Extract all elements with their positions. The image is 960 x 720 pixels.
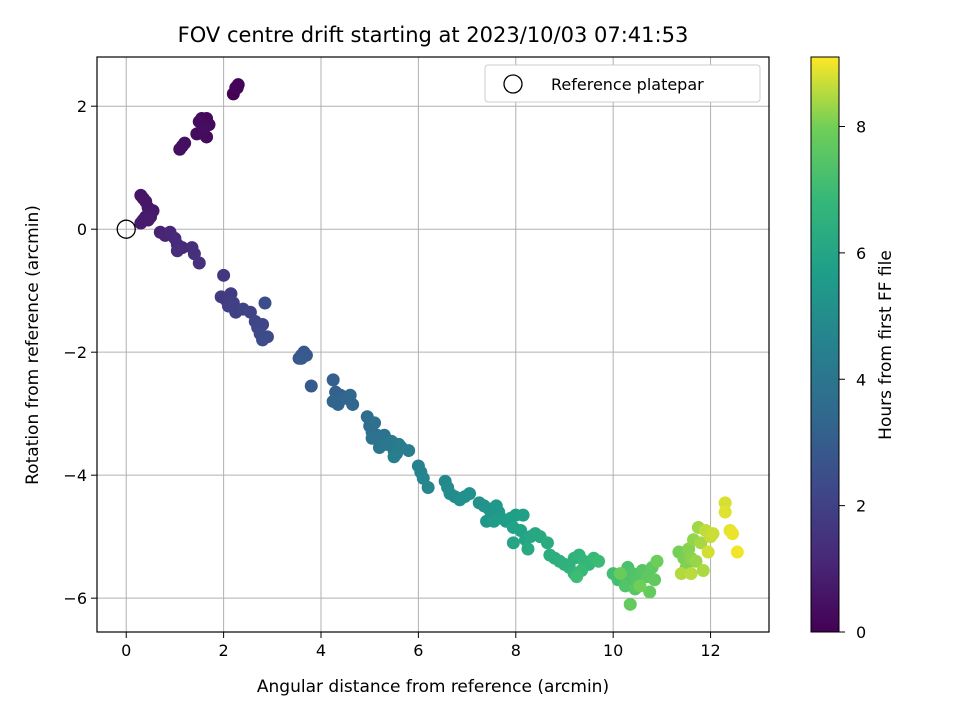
data-point xyxy=(463,487,477,501)
data-point xyxy=(192,256,206,270)
colorbar-tick-label: 8 xyxy=(856,118,866,137)
legend-marker-icon xyxy=(503,74,523,94)
x-axis-ticks: 0 2 4 6 8 10 12 xyxy=(121,632,721,660)
data-point xyxy=(696,564,710,578)
legend: Reference platepar xyxy=(484,64,761,103)
data-point xyxy=(623,597,637,611)
colorbar-tick-label: 6 xyxy=(856,244,866,263)
colorbar-label: Hours from first FF file xyxy=(876,250,896,440)
data-point xyxy=(701,545,715,559)
x-tick-label: 6 xyxy=(413,641,423,660)
data-point xyxy=(256,333,270,347)
data-point xyxy=(304,379,318,393)
data-point xyxy=(170,244,184,258)
x-tick-label: 8 xyxy=(511,641,521,660)
chart-title: FOV centre drift starting at 2023/10/03 … xyxy=(178,23,689,47)
data-point xyxy=(368,416,382,430)
data-point xyxy=(730,545,744,559)
data-point xyxy=(643,585,657,599)
data-point xyxy=(650,554,664,568)
data-point xyxy=(326,373,340,387)
data-points xyxy=(134,78,744,611)
data-point xyxy=(718,496,732,510)
data-point xyxy=(516,508,530,522)
plot-frame xyxy=(96,56,770,633)
data-point xyxy=(387,450,401,464)
data-point xyxy=(421,480,435,494)
data-point xyxy=(592,554,606,568)
y-tick-label: 0 xyxy=(77,220,87,239)
data-point xyxy=(487,514,501,528)
data-point xyxy=(295,351,309,365)
data-point xyxy=(402,444,416,458)
grid-lines xyxy=(97,57,769,632)
data-point xyxy=(648,573,662,587)
y-tick-label: −6 xyxy=(63,589,87,608)
colorbar: 0 2 4 6 8 Hours from first FF file xyxy=(810,56,896,642)
data-point xyxy=(346,397,360,411)
data-point xyxy=(258,296,272,310)
data-point xyxy=(230,81,244,95)
data-point xyxy=(718,505,732,519)
y-axis-label: Rotation from reference (arcmin) xyxy=(23,205,43,485)
x-tick-label: 2 xyxy=(219,641,229,660)
y-axis-ticks: 2 0 −2 −4 −6 xyxy=(63,97,97,608)
colorbar-tick-label: 0 xyxy=(856,623,866,642)
data-point xyxy=(217,268,231,282)
colorbar-gradient xyxy=(810,56,840,633)
x-axis-label: Angular distance from reference (arcmin) xyxy=(257,677,609,697)
data-point xyxy=(613,567,627,581)
data-point xyxy=(540,536,554,550)
data-point xyxy=(506,536,520,550)
colorbar-ticks: 0 2 4 6 8 xyxy=(839,118,866,642)
data-point xyxy=(706,527,720,541)
y-tick-label: 2 xyxy=(77,97,87,116)
x-tick-label: 0 xyxy=(121,641,131,660)
data-point xyxy=(694,536,708,550)
data-point xyxy=(633,579,647,593)
x-tick-label: 10 xyxy=(603,641,623,660)
data-point xyxy=(178,136,192,150)
data-point xyxy=(197,121,211,135)
colorbar-tick-label: 4 xyxy=(856,370,866,389)
data-point xyxy=(725,527,739,541)
data-point xyxy=(570,570,584,584)
reference-platepar-point xyxy=(116,219,136,239)
data-point xyxy=(674,567,688,581)
y-tick-label: −2 xyxy=(63,343,87,362)
data-point xyxy=(141,213,155,227)
data-point xyxy=(689,554,703,568)
colorbar-tick-label: 2 xyxy=(856,497,866,516)
data-point xyxy=(521,542,535,556)
x-tick-label: 4 xyxy=(316,641,326,660)
legend-box xyxy=(484,64,761,103)
legend-label: Reference platepar xyxy=(551,75,704,94)
reference-marker xyxy=(116,219,136,239)
data-point xyxy=(684,567,698,581)
y-tick-label: −4 xyxy=(63,466,87,485)
x-tick-label: 12 xyxy=(700,641,720,660)
